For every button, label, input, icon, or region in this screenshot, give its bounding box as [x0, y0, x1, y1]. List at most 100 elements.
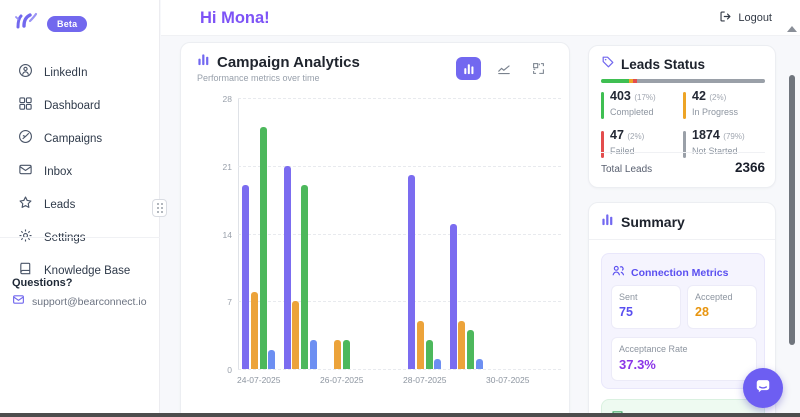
sidebar-item-label: Campaigns [44, 132, 103, 145]
scrollbar-up-arrow[interactable] [787, 26, 797, 32]
sidebar-item-knowledge-base[interactable]: Knowledge Base [0, 254, 160, 287]
acceptance-rate-value: 37.3% [619, 357, 656, 372]
stat-not-started: 1874 (79%) Not Started [683, 129, 765, 158]
sent-label: Sent [619, 292, 638, 302]
chat-icon [753, 376, 773, 401]
orange-series-bar [333, 339, 341, 369]
beta-badge: Beta [47, 15, 88, 32]
leads-status-title: Leads Status [621, 57, 706, 72]
sidebar-divider [0, 237, 160, 238]
progress-segment [601, 79, 629, 83]
star-icon [18, 195, 33, 215]
x-tick-label: 30-07-2025 [486, 375, 530, 385]
sidebar-item-label: Leads [44, 198, 76, 211]
stat-color-bar [683, 92, 686, 119]
green-series-bar [342, 339, 350, 369]
orange-series-bar [458, 320, 466, 369]
summary-title: Summary [621, 214, 685, 230]
leads-status-card: Leads Status 403 (17%) Completed 42 (2%)… [588, 45, 776, 188]
blue-series-bar [475, 359, 483, 369]
stat-value: 47 [610, 128, 624, 142]
progress-segment [632, 79, 638, 83]
purple-series-bar [242, 185, 250, 369]
linkedin-icon [18, 63, 33, 83]
scrollbar-thumb[interactable] [789, 75, 795, 345]
bar-chart-plot: 0 7 14 21 28 24-07-2025 26-07-2025 28-07-2025 30… [223, 94, 561, 385]
chart-title: Campaign Analytics [217, 53, 360, 71]
sidebar-item-linkedin[interactable]: LinkedIn [0, 56, 160, 89]
x-tick-label: 28-07-2025 [403, 375, 447, 385]
bar-chart-icon [601, 213, 614, 231]
drag-dots-icon [156, 203, 163, 213]
total-leads-value: 2366 [734, 160, 765, 175]
stat-completed: 403 (17%) Completed [601, 90, 683, 119]
gridline: 21 [223, 162, 561, 172]
blue-series-bar [268, 349, 276, 369]
sidebar-item-label: Inbox [44, 165, 73, 178]
purple-series-bar [408, 175, 416, 369]
accepted-value: 28 [695, 305, 709, 319]
sidebar-resize-handle[interactable] [152, 199, 167, 217]
y-tick-label: 7 [227, 297, 232, 308]
stat-in-progress: 42 (2%) In Progress [683, 90, 765, 119]
campaigns-icon [18, 129, 33, 149]
sent-metric: Sent 75 [611, 285, 681, 329]
message-icon [611, 409, 624, 417]
tag-icon [601, 55, 615, 74]
leads-progress-bar [601, 79, 765, 83]
gridline: 0 [227, 365, 561, 375]
y-tick-label: 28 [222, 94, 232, 104]
sidebar-item-campaigns[interactable]: Campaigns [0, 122, 160, 155]
acceptance-rate-metric: Acceptance Rate 37.3% [611, 337, 757, 381]
top-header: Hi Mona! Logout [161, 0, 800, 36]
people-icon [611, 264, 625, 282]
sidebar-item-label: LinkedIn [44, 66, 88, 79]
campaign-analytics-card: Campaign Analytics Performance metrics o… [180, 42, 570, 417]
purple-series-bar [449, 223, 457, 369]
stat-percent: (2%) [627, 132, 645, 141]
stat-color-bar [601, 131, 604, 158]
sidebar-item-dashboard[interactable]: Dashboard [0, 89, 160, 122]
x-tick-label: 26-07-2025 [320, 375, 364, 385]
orange-series-bar [292, 301, 300, 369]
stat-percent: (79%) [723, 132, 745, 141]
stat-value: 1874 [692, 128, 720, 142]
questions-label: Questions? [12, 277, 73, 289]
y-tick-label: 14 [222, 229, 232, 240]
sent-value: 75 [619, 305, 633, 319]
acceptance-rate-label: Acceptance Rate [619, 344, 688, 354]
line-view-button[interactable] [491, 57, 516, 80]
progress-segment [637, 79, 765, 83]
support-email-link[interactable]: support@bearconnect.io [12, 293, 147, 311]
bearconnect-logo-icon [14, 11, 38, 36]
sidebar-item-label: Knowledge Base [44, 264, 131, 277]
logout-button[interactable]: Logout [719, 10, 772, 26]
chart-type-toggles [456, 57, 551, 80]
total-leads-label: Total Leads [601, 164, 653, 175]
stat-label: Not Started [692, 146, 738, 156]
chat-widget-button[interactable] [743, 368, 783, 408]
y-tick-label: 21 [222, 161, 232, 172]
stat-label: Completed [610, 107, 654, 117]
sidebar-item-leads[interactable]: Leads [0, 188, 160, 221]
gridline: 28 [223, 94, 561, 104]
accepted-metric: Accepted 28 [687, 285, 757, 329]
summary-card: Summary Connection Metrics Sent 75 Accep… [588, 202, 776, 417]
sidebar: Beta LinkedIn Dashbo [0, 0, 160, 417]
window-bottom-edge [0, 413, 800, 417]
stat-label: In Progress [692, 107, 739, 117]
blue-series-bar [309, 339, 317, 369]
connection-metrics-card: Connection Metrics Sent 75 Accepted 28 A… [601, 253, 765, 389]
gear-icon [18, 228, 33, 248]
chart-subtitle: Performance metrics over time [197, 73, 320, 83]
connection-metrics-title: Connection Metrics [631, 267, 729, 279]
gridline: 14 [223, 230, 561, 240]
stat-label: Failed [610, 146, 635, 156]
mail-icon [12, 293, 25, 311]
bar-view-button[interactable] [456, 57, 481, 80]
sidebar-item-inbox[interactable]: Inbox [0, 155, 160, 188]
grid-view-button[interactable] [526, 57, 551, 80]
logout-icon [719, 10, 732, 26]
x-tick-label: 24-07-2025 [237, 375, 281, 385]
